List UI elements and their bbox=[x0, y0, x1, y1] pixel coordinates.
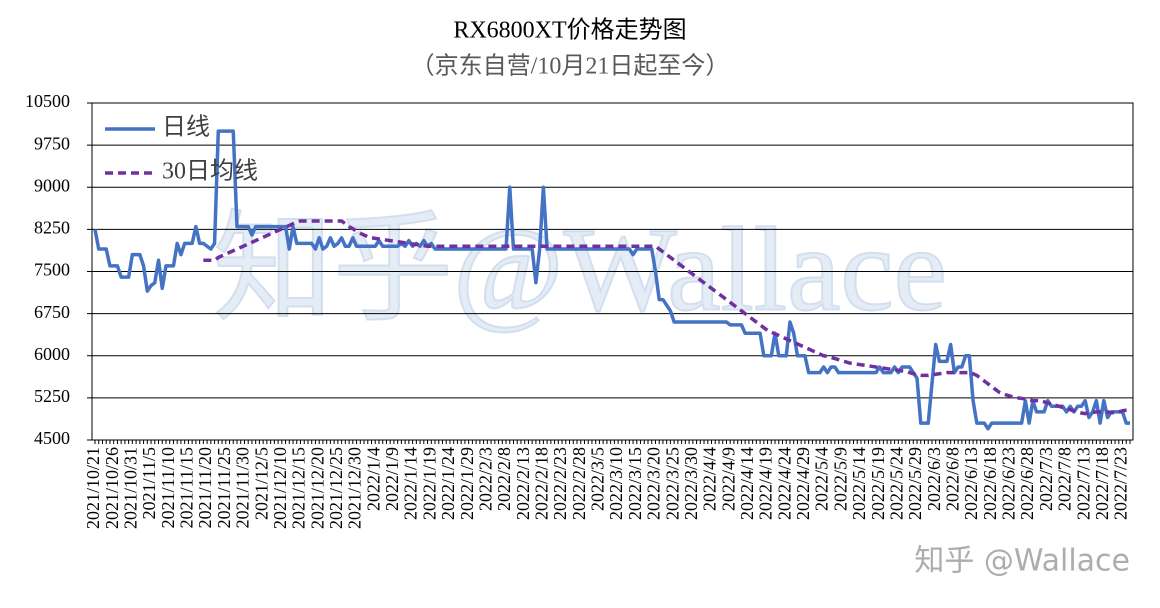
x-tick-label: 2022/6/18 bbox=[980, 447, 1000, 520]
x-tick-label: 2022/3/15 bbox=[625, 447, 645, 520]
x-tick-label: 2022/2/18 bbox=[532, 447, 552, 520]
x-tick-label: 2022/1/14 bbox=[401, 447, 421, 520]
x-tick-label: 2021/11/25 bbox=[214, 447, 234, 528]
x-tick-label: 2021/10/26 bbox=[102, 447, 122, 529]
x-tick-label: 2022/2/13 bbox=[513, 447, 533, 520]
y-tick-label: 6000 bbox=[34, 344, 70, 364]
x-tick-label: 2021/10/21 bbox=[83, 447, 103, 529]
x-tick-label: 2021/10/31 bbox=[120, 447, 140, 529]
x-tick-label: 2022/6/3 bbox=[924, 447, 944, 511]
chart-title: RX6800XT价格走势图 bbox=[453, 17, 686, 44]
x-tick-label: 2022/6/28 bbox=[1017, 447, 1037, 520]
x-tick-label: 2022/7/3 bbox=[1036, 447, 1056, 511]
series-line bbox=[93, 129, 1130, 431]
x-tick-label: 2022/4/9 bbox=[718, 447, 738, 511]
y-tick-label: 10500 bbox=[25, 91, 70, 111]
x-tick-label: 2022/3/5 bbox=[588, 447, 608, 511]
x-tick-label: 2022/3/30 bbox=[681, 447, 701, 520]
x-tick-label: 2022/1/4 bbox=[363, 447, 383, 511]
x-tick-label: 2021/11/15 bbox=[177, 447, 197, 528]
x-tick-label: 2022/1/24 bbox=[438, 447, 458, 520]
x-tick-label: 2021/11/10 bbox=[158, 447, 178, 528]
x-tick-label: 2021/12/20 bbox=[307, 447, 327, 529]
x-tick-label: 2022/1/29 bbox=[457, 447, 477, 520]
x-tick-label: 2022/4/14 bbox=[737, 447, 757, 520]
chart-subtitle: （京东自营/10月21日起至今） bbox=[411, 53, 730, 80]
x-tick-label: 2022/5/4 bbox=[812, 447, 832, 511]
x-tick-label: 2022/7/23 bbox=[1111, 447, 1131, 520]
x-tick-label: 2022/6/23 bbox=[999, 447, 1019, 520]
y-tick-label: 4500 bbox=[34, 428, 70, 448]
x-tick-label: 2022/2/8 bbox=[494, 447, 514, 511]
x-tick-label: 2022/1/9 bbox=[382, 447, 402, 511]
x-tick-label: 2022/4/24 bbox=[774, 447, 794, 520]
x-tick-label: 2022/2/3 bbox=[475, 447, 495, 511]
x-tick-label: 2022/4/29 bbox=[793, 447, 813, 520]
x-tick-label: 2021/11/5 bbox=[139, 447, 159, 519]
x-tick-label: 2022/7/18 bbox=[1092, 447, 1112, 520]
x-tick-label: 2022/1/19 bbox=[419, 447, 439, 520]
x-tick-label: 2021/12/10 bbox=[270, 447, 290, 529]
x-tick-label: 2021/12/15 bbox=[289, 447, 309, 529]
x-tick-label: 2022/5/29 bbox=[905, 447, 925, 520]
x-tick-label: 2022/6/13 bbox=[961, 447, 981, 520]
plot-border bbox=[91, 102, 1134, 441]
y-tick-label: 8250 bbox=[34, 218, 70, 238]
x-tick-label: 2022/5/24 bbox=[886, 447, 906, 520]
x-tick-label: 2021/11/20 bbox=[195, 447, 215, 528]
x-tick-label: 2022/4/4 bbox=[700, 447, 720, 511]
x-tick-label: 2022/2/23 bbox=[550, 447, 570, 520]
x-tick-label: 2022/2/28 bbox=[569, 447, 589, 520]
credit: 知乎 @Wallace bbox=[914, 544, 1130, 579]
x-tick-label: 2021/11/30 bbox=[233, 447, 253, 528]
x-tick-label: 2022/4/19 bbox=[756, 447, 776, 520]
x-tick-label: 2022/3/10 bbox=[606, 447, 626, 520]
legend-label: 30日均线 bbox=[162, 158, 258, 185]
x-tick-label: 2022/5/14 bbox=[849, 447, 869, 520]
x-tick-label: 2022/5/9 bbox=[830, 447, 850, 511]
y-tick-label: 9000 bbox=[34, 175, 70, 195]
x-tick-label: 2021/12/25 bbox=[326, 447, 346, 529]
x-tick-label: 2022/3/20 bbox=[644, 447, 664, 520]
series-line bbox=[203, 219, 1130, 416]
y-tick-label: 7500 bbox=[34, 260, 70, 280]
x-tick-label: 2022/5/19 bbox=[868, 447, 888, 520]
y-tick-label: 9750 bbox=[34, 133, 70, 153]
x-tick-label: 2022/3/25 bbox=[662, 447, 682, 520]
y-tick-label: 5250 bbox=[34, 386, 70, 406]
x-tick-label: 2022/7/8 bbox=[1055, 447, 1075, 511]
watermark: 知乎@Wallace bbox=[213, 203, 947, 336]
x-tick-label: 2021/12/30 bbox=[345, 447, 365, 529]
y-tick-label: 6750 bbox=[34, 302, 70, 322]
x-tick-label: 2022/6/8 bbox=[943, 447, 963, 511]
x-tick-label: 2022/7/13 bbox=[1073, 447, 1093, 520]
legend-label: 日线 bbox=[162, 114, 210, 141]
x-tick-label: 2021/12/5 bbox=[251, 447, 271, 520]
